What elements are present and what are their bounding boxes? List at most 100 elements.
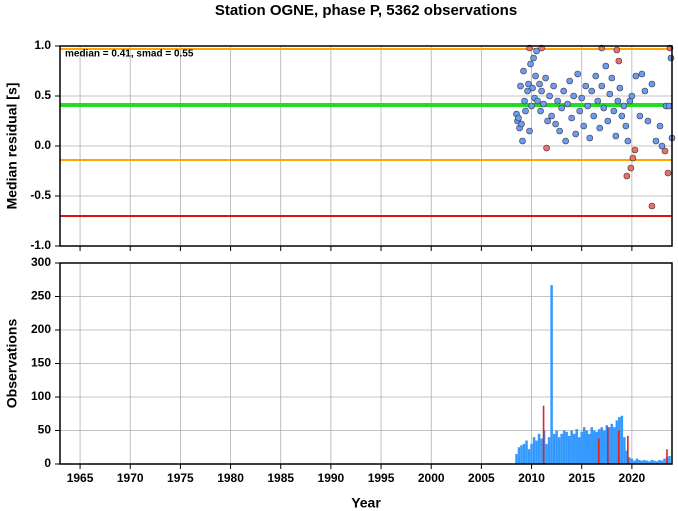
point	[517, 82, 524, 90]
point	[554, 97, 561, 105]
point	[667, 54, 675, 62]
point	[610, 107, 618, 115]
point	[661, 147, 669, 155]
point	[520, 67, 527, 75]
point	[525, 80, 532, 88]
point	[636, 112, 644, 120]
bar	[567, 435, 571, 464]
bar	[606, 427, 609, 464]
bar	[537, 433, 541, 464]
point	[644, 117, 652, 125]
y-tick-label: 150	[31, 356, 51, 370]
y-tick-label: 100	[31, 389, 51, 403]
point	[515, 114, 522, 122]
bar	[582, 427, 586, 464]
point	[582, 82, 590, 90]
point	[590, 112, 598, 120]
bar	[592, 430, 596, 464]
point	[543, 144, 550, 152]
point	[534, 97, 541, 105]
bar	[605, 425, 609, 464]
point	[622, 122, 630, 130]
point	[623, 172, 631, 180]
x-tick-label: 2015	[568, 471, 595, 485]
point	[608, 74, 616, 82]
point	[544, 117, 551, 125]
point	[638, 70, 646, 78]
point	[665, 102, 673, 110]
point	[586, 134, 594, 142]
y-tick-label: -1.0	[30, 238, 51, 252]
y-tick-label: 200	[31, 322, 51, 336]
point	[648, 80, 656, 88]
point	[592, 72, 600, 80]
bar	[532, 437, 536, 464]
bar	[648, 461, 651, 464]
x-axis-label: Year	[351, 495, 381, 511]
bar	[547, 437, 551, 464]
point	[529, 84, 536, 92]
x-tick-label: 1980	[217, 471, 244, 485]
bar	[630, 458, 634, 464]
bar	[653, 460, 656, 464]
bar	[545, 443, 548, 464]
bar	[522, 443, 526, 464]
y-tick-label: 0.0	[34, 138, 51, 152]
point	[527, 60, 534, 68]
point	[629, 154, 637, 162]
point	[606, 90, 614, 98]
bar	[527, 449, 531, 464]
y-axis-label: Observations	[4, 319, 20, 409]
point	[566, 77, 573, 85]
bar	[635, 458, 639, 464]
point	[612, 132, 620, 140]
x-tick-label: 1990	[318, 471, 345, 485]
point	[578, 94, 586, 102]
bar	[638, 459, 641, 464]
point	[556, 127, 563, 135]
bar	[557, 437, 561, 464]
bar	[666, 449, 668, 464]
point	[616, 84, 624, 92]
point	[528, 102, 535, 110]
bar	[618, 430, 620, 464]
bar	[600, 427, 604, 464]
point	[542, 74, 549, 82]
point	[533, 47, 540, 55]
x-tick-label: 1970	[117, 471, 144, 485]
point	[537, 107, 544, 115]
point	[522, 107, 529, 115]
point	[584, 102, 592, 110]
bar	[515, 453, 518, 464]
bar	[575, 429, 578, 464]
point	[518, 120, 525, 128]
point	[530, 54, 537, 62]
point	[558, 104, 565, 112]
point	[540, 100, 547, 108]
bar	[555, 430, 558, 464]
bar	[628, 457, 631, 464]
point	[519, 137, 526, 145]
bar	[620, 415, 624, 464]
bar	[643, 459, 646, 464]
bar	[627, 435, 629, 464]
point	[596, 124, 604, 132]
point	[658, 142, 666, 150]
x-tick-label: 1995	[368, 471, 395, 485]
point	[664, 169, 672, 177]
bar	[525, 440, 528, 464]
bar	[590, 427, 593, 464]
bar	[610, 423, 614, 464]
point	[604, 117, 612, 125]
bar	[623, 437, 626, 464]
point	[594, 97, 602, 105]
bar	[668, 455, 671, 464]
bar	[633, 460, 636, 464]
point	[600, 104, 608, 112]
bar	[587, 433, 591, 464]
point	[624, 137, 632, 145]
bar	[542, 405, 545, 464]
bar	[615, 420, 619, 464]
point	[570, 92, 577, 100]
